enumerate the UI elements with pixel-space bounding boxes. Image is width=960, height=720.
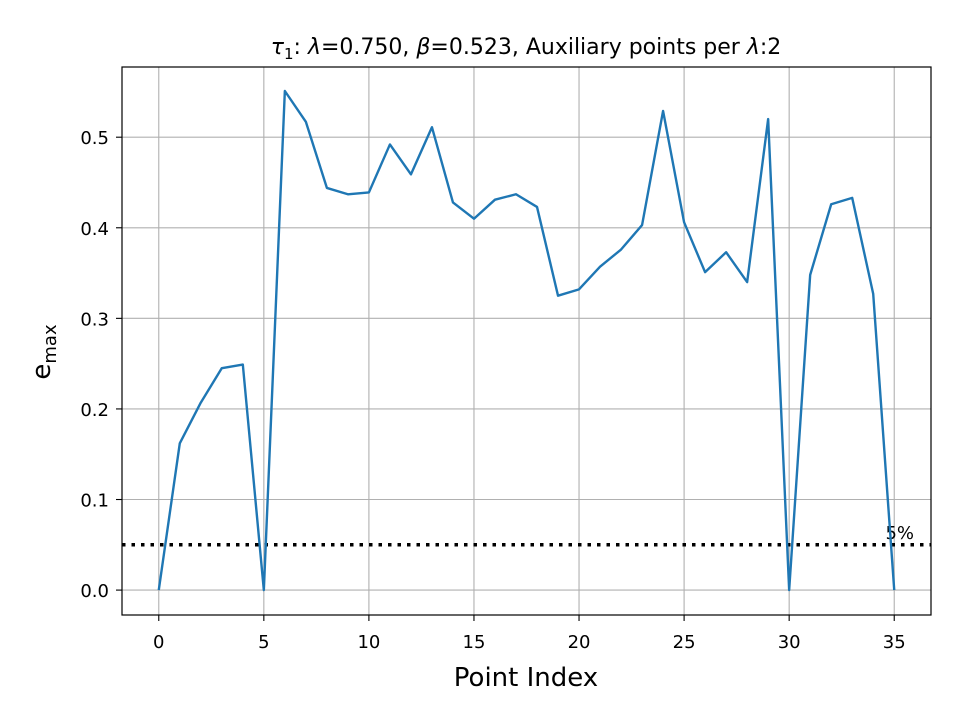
series-layer bbox=[157, 89, 896, 592]
y-tick-label: 0.3 bbox=[80, 309, 109, 330]
y-axis-title-sub: max bbox=[40, 324, 61, 364]
y-axis-title: emax bbox=[27, 324, 61, 380]
x-axis-title: Point Index bbox=[454, 663, 598, 693]
title-tau-sub: 1 bbox=[284, 45, 294, 63]
title-beta: β bbox=[415, 35, 430, 60]
x-tick-label: 15 bbox=[463, 632, 486, 653]
title-beta-value: =0.523, Auxiliary points per bbox=[430, 35, 746, 60]
title-tau: τ bbox=[271, 35, 285, 60]
y-tick-label: 0.0 bbox=[80, 581, 109, 602]
chart-title: τ1: λ=0.750, β=0.523, Auxiliary points p… bbox=[271, 35, 782, 63]
title-lambda: λ bbox=[307, 35, 321, 60]
reference-layer: 5% bbox=[122, 523, 931, 547]
y-tick-label: 0.2 bbox=[80, 400, 109, 421]
x-tick-label: 5 bbox=[258, 632, 269, 653]
series-line bbox=[157, 89, 896, 592]
x-tick-label: 20 bbox=[568, 632, 591, 653]
title-lambda-2: λ bbox=[746, 35, 760, 60]
y-axis-title-main: e bbox=[27, 364, 57, 380]
title-tail: :2 bbox=[760, 35, 781, 60]
threshold-label: 5% bbox=[885, 523, 914, 544]
x-tick-label: 35 bbox=[883, 632, 906, 653]
x-tick-label: 0 bbox=[153, 632, 164, 653]
y-tick-label: 0.4 bbox=[80, 219, 109, 240]
y-tick-label: 0.1 bbox=[80, 491, 109, 512]
title-lambda-value: =0.750, bbox=[321, 35, 416, 60]
tick-layer: 0 5 10 15 20 25 30 35 0.0 0.1 0.2 0.3 0.4 0.5 bbox=[80, 128, 905, 653]
x-tick-label: 10 bbox=[357, 632, 380, 653]
plot-frame bbox=[121, 66, 932, 616]
x-tick-label: 30 bbox=[778, 632, 801, 653]
x-tick-label: 25 bbox=[673, 632, 696, 653]
y-tick-label: 0.5 bbox=[80, 128, 109, 149]
title-part1: : bbox=[294, 35, 308, 60]
grid-layer bbox=[122, 67, 931, 615]
